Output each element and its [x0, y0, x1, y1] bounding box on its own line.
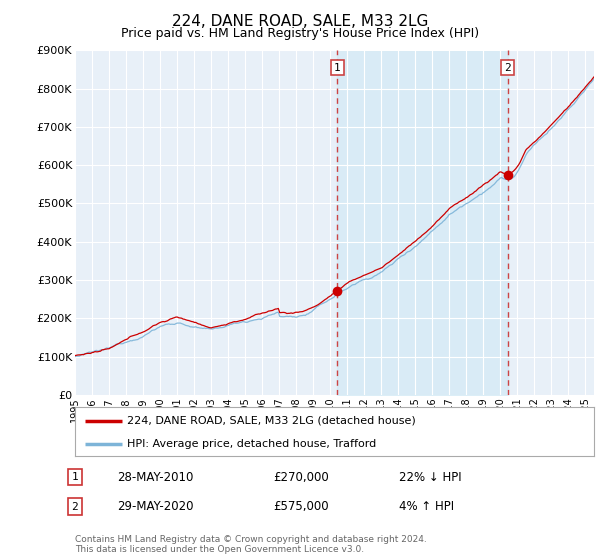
- Text: Contains HM Land Registry data © Crown copyright and database right 2024.
This d: Contains HM Land Registry data © Crown c…: [75, 535, 427, 554]
- Text: 1: 1: [71, 472, 79, 482]
- Text: 4% ↑ HPI: 4% ↑ HPI: [399, 500, 454, 514]
- Text: £575,000: £575,000: [273, 500, 329, 514]
- Text: £270,000: £270,000: [273, 470, 329, 484]
- Text: 2: 2: [504, 63, 511, 73]
- Text: 28-MAY-2010: 28-MAY-2010: [117, 470, 193, 484]
- Text: 224, DANE ROAD, SALE, M33 2LG: 224, DANE ROAD, SALE, M33 2LG: [172, 14, 428, 29]
- Text: 1: 1: [334, 63, 341, 73]
- Text: Price paid vs. HM Land Registry's House Price Index (HPI): Price paid vs. HM Land Registry's House …: [121, 27, 479, 40]
- Text: HPI: Average price, detached house, Trafford: HPI: Average price, detached house, Traf…: [127, 439, 376, 449]
- Text: 2: 2: [71, 502, 79, 512]
- Text: 29-MAY-2020: 29-MAY-2020: [117, 500, 193, 514]
- Text: 22% ↓ HPI: 22% ↓ HPI: [399, 470, 461, 484]
- Text: 224, DANE ROAD, SALE, M33 2LG (detached house): 224, DANE ROAD, SALE, M33 2LG (detached …: [127, 416, 416, 426]
